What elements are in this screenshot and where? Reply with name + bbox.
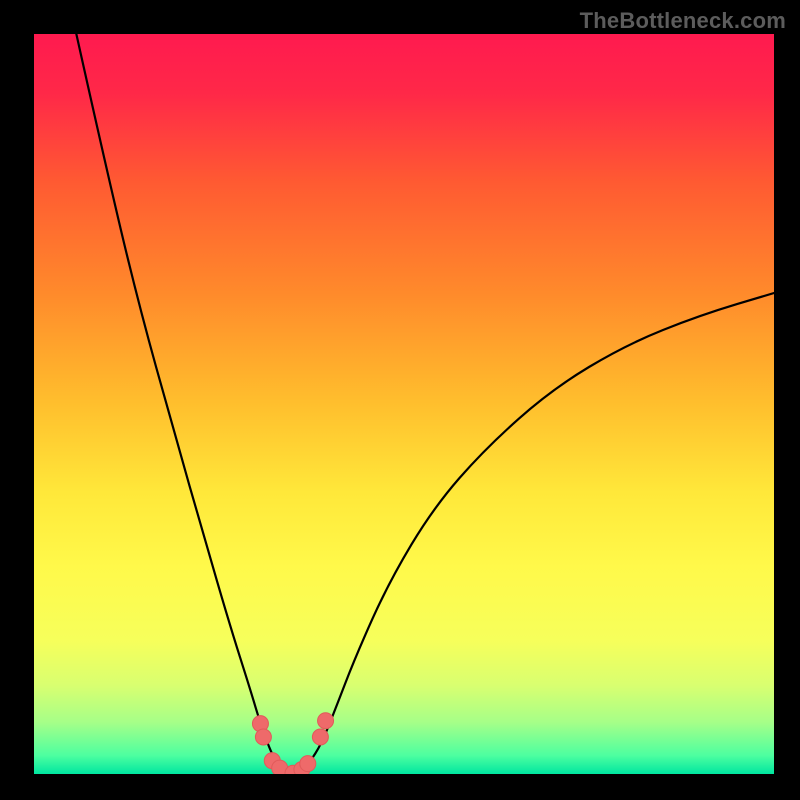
chart-frame: TheBottleneck.com bbox=[0, 0, 800, 800]
marker-dot bbox=[300, 756, 316, 772]
marker-dot bbox=[255, 729, 271, 745]
marker-dot bbox=[312, 729, 328, 745]
bottleneck-curve bbox=[75, 34, 774, 773]
marker-dot bbox=[318, 713, 334, 729]
watermark-text: TheBottleneck.com bbox=[580, 8, 786, 34]
curve-layer bbox=[34, 34, 774, 774]
